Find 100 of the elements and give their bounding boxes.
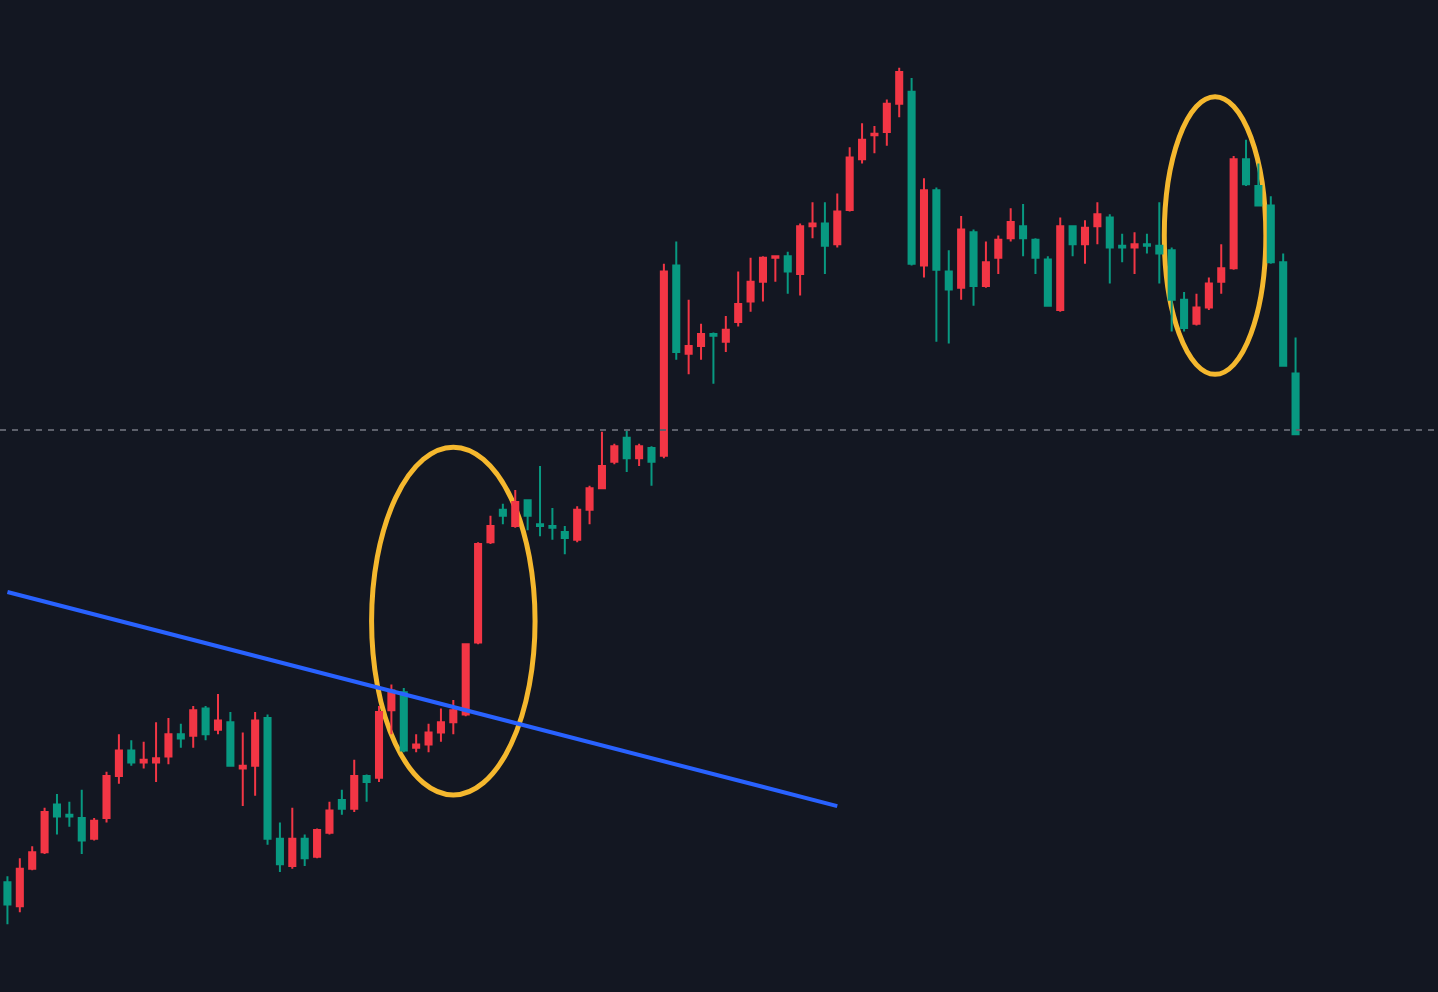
candlestick xyxy=(127,739,136,767)
candlestick xyxy=(622,429,631,474)
candlestick xyxy=(164,716,173,766)
candlestick xyxy=(251,710,260,797)
candlestick xyxy=(65,800,74,828)
candlestick xyxy=(709,331,718,385)
candlestick xyxy=(238,731,247,808)
candlestick xyxy=(548,507,557,541)
candlestick xyxy=(1180,291,1189,333)
candlestick xyxy=(684,298,693,376)
candlestick xyxy=(1105,213,1114,285)
candlestick xyxy=(114,733,123,785)
candlestick xyxy=(746,256,755,313)
candlestick xyxy=(313,827,322,860)
candlestick xyxy=(635,442,644,468)
candlestick xyxy=(882,98,891,147)
candlestick xyxy=(1142,232,1151,255)
candlestick xyxy=(796,222,805,297)
candlestick xyxy=(213,692,223,736)
candlestick xyxy=(610,442,619,466)
candlestick xyxy=(90,817,99,842)
candlestick xyxy=(1080,219,1090,265)
candlestick xyxy=(461,643,470,718)
candlestick xyxy=(845,146,854,213)
candlestick xyxy=(858,122,867,165)
candlestick xyxy=(1279,252,1288,367)
candlestick xyxy=(498,502,507,526)
candlestick xyxy=(511,489,520,529)
candlestick xyxy=(486,514,495,545)
candlestick xyxy=(957,214,966,301)
candlestick xyxy=(152,721,161,784)
candlestick xyxy=(350,758,359,814)
candlestick xyxy=(585,484,594,526)
candlestick xyxy=(436,707,445,743)
candlestick xyxy=(721,315,730,354)
candlestick xyxy=(300,833,309,868)
candlestick xyxy=(808,201,817,240)
candlestick xyxy=(176,722,185,749)
candlestick xyxy=(1031,237,1040,276)
candlestick xyxy=(1167,246,1176,333)
candlestick xyxy=(226,710,235,767)
candlestick xyxy=(1068,225,1077,258)
candlestick xyxy=(758,255,767,303)
candlestick xyxy=(77,788,86,856)
candlestick xyxy=(697,322,706,361)
candlestick xyxy=(1204,276,1213,312)
candlestick xyxy=(944,249,953,345)
candlestick xyxy=(1217,243,1226,295)
candlestick xyxy=(337,788,346,816)
candlestick xyxy=(263,713,272,846)
candlestick xyxy=(932,186,941,343)
candlestick xyxy=(362,773,371,803)
candlestick xyxy=(573,505,582,544)
candlestick xyxy=(102,770,111,824)
candlestick xyxy=(139,740,148,770)
candlestick xyxy=(1019,202,1028,258)
candlestick xyxy=(1093,201,1102,246)
candlestick xyxy=(399,686,408,754)
candlestick xyxy=(325,800,334,836)
candlestick xyxy=(275,821,284,874)
candlestick xyxy=(981,240,990,289)
candlestick xyxy=(449,698,458,736)
candlestick xyxy=(201,704,210,742)
candlestick xyxy=(3,875,12,926)
candlestick xyxy=(919,177,929,279)
candlestick xyxy=(647,445,656,487)
candlestick xyxy=(895,66,904,119)
candlestick xyxy=(1254,162,1263,207)
candlestick xyxy=(672,240,681,361)
candlestick xyxy=(288,806,297,870)
candlestick xyxy=(387,683,396,736)
candlestick xyxy=(374,704,384,784)
candlestick xyxy=(1241,138,1251,187)
candlestick xyxy=(535,465,545,538)
candlestick xyxy=(523,499,532,532)
candlestick xyxy=(1130,231,1139,276)
candlestick xyxy=(833,192,842,249)
candlestick xyxy=(1043,255,1052,307)
candlestick xyxy=(412,733,421,754)
candlestick xyxy=(1291,336,1300,436)
candlestick xyxy=(1155,201,1164,285)
candlestick xyxy=(1118,232,1127,264)
candlestick xyxy=(15,857,24,914)
candlestick xyxy=(189,704,198,749)
candlestick xyxy=(1056,216,1065,313)
candlestick xyxy=(597,430,606,490)
candlestick xyxy=(734,270,743,328)
candlestick xyxy=(969,228,978,307)
candlestick xyxy=(1229,154,1238,271)
candlestick xyxy=(1266,195,1275,265)
candlestick xyxy=(994,234,1003,276)
candlestick xyxy=(560,524,569,556)
candlestick xyxy=(424,722,433,754)
candlestick xyxy=(1006,207,1015,243)
candlestick xyxy=(52,793,61,836)
candlestick xyxy=(783,250,792,295)
candlestick xyxy=(474,541,483,646)
candlestick xyxy=(659,262,668,460)
candlestick xyxy=(820,201,829,276)
candlestick xyxy=(771,255,780,283)
